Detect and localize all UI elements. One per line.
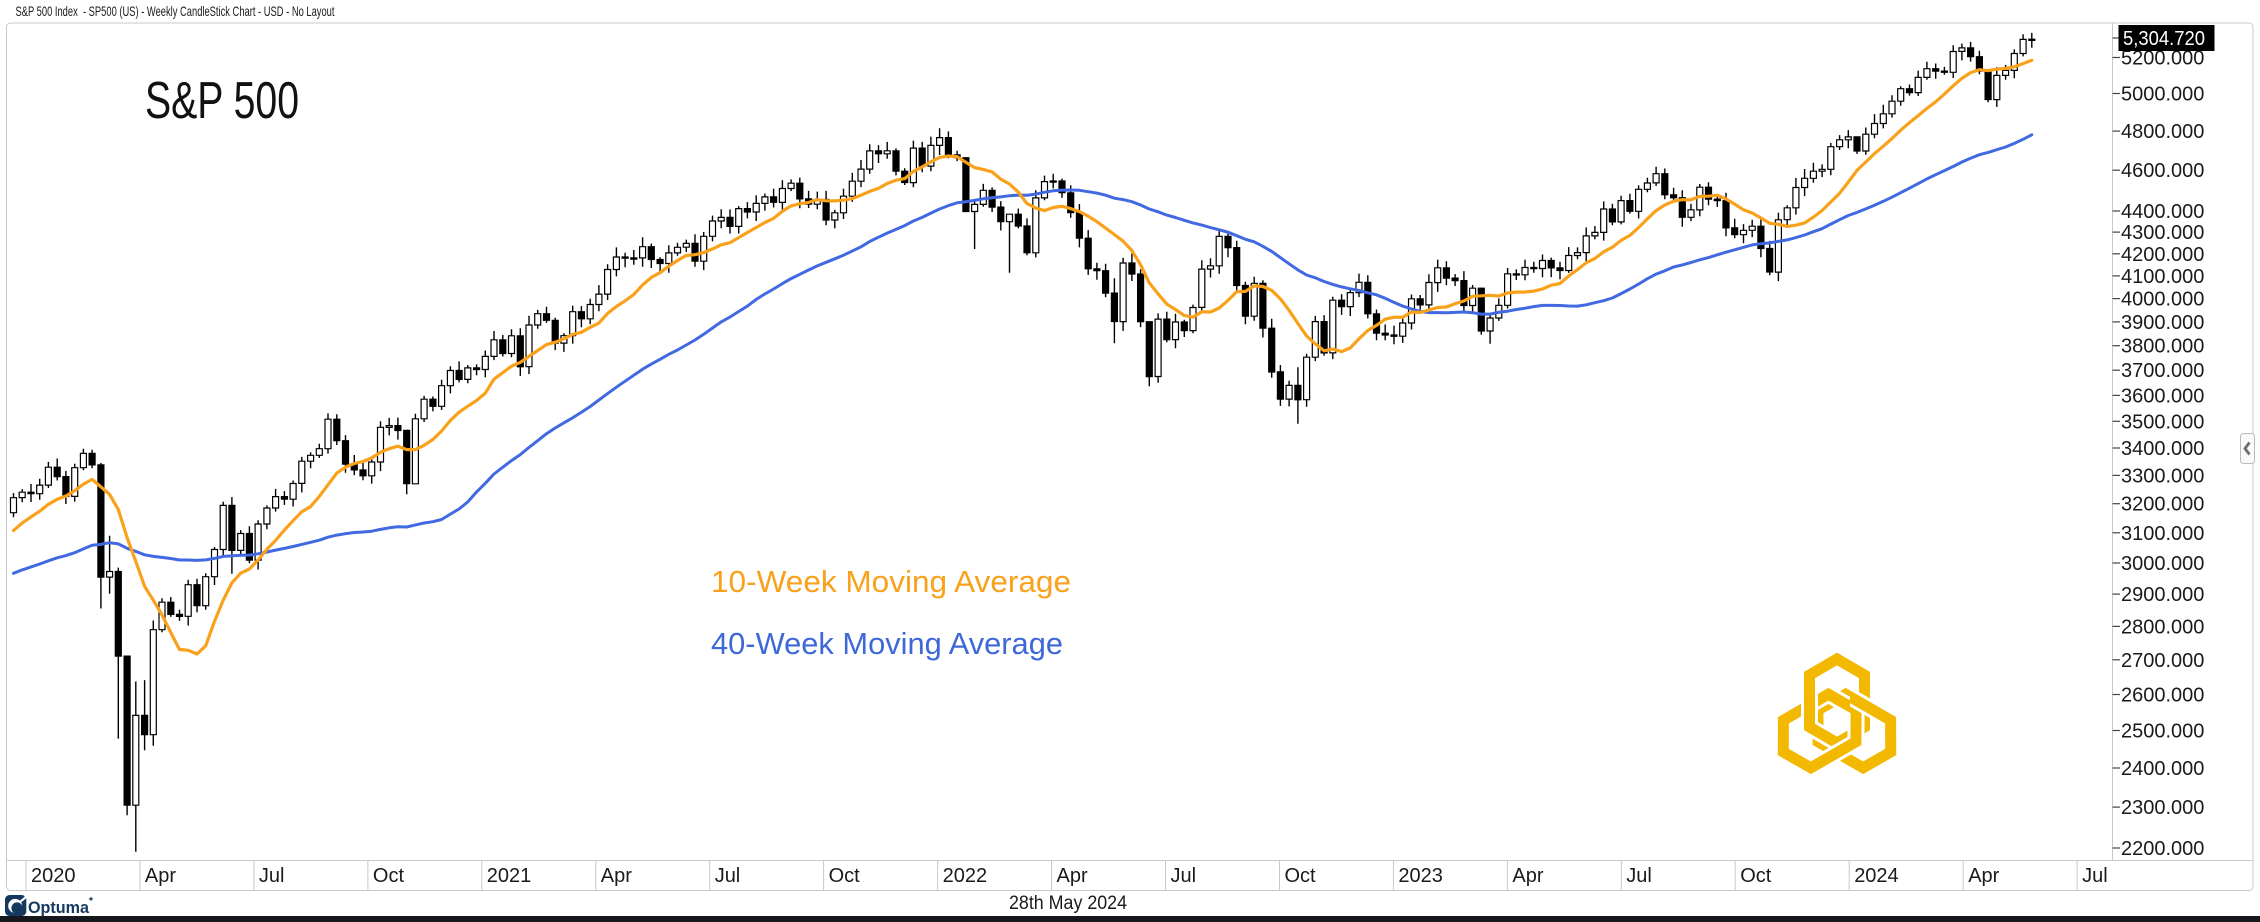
svg-text:2500.000: 2500.000 xyxy=(2121,721,2204,743)
svg-text:4200.000: 4200.000 xyxy=(2121,244,2204,266)
svg-text:3400.000: 3400.000 xyxy=(2121,438,2204,460)
svg-text:3300.000: 3300.000 xyxy=(2121,465,2204,487)
svg-text:28th May 2024: 28th May 2024 xyxy=(1009,893,1127,914)
svg-text:2022: 2022 xyxy=(943,865,988,887)
svg-text:5000.000: 5000.000 xyxy=(2121,84,2204,106)
svg-text:3500.000: 3500.000 xyxy=(2121,411,2204,433)
svg-text:4000.000: 4000.000 xyxy=(2121,289,2204,311)
svg-text:2700.000: 2700.000 xyxy=(2121,650,2204,672)
svg-text:4400.000: 4400.000 xyxy=(2121,201,2204,223)
svg-text:Jul: Jul xyxy=(2082,865,2108,887)
svg-text:4300.000: 4300.000 xyxy=(2121,222,2204,244)
svg-text:5,304.720: 5,304.720 xyxy=(2123,28,2205,50)
svg-text:2600.000: 2600.000 xyxy=(2121,685,2204,707)
svg-text:Oct: Oct xyxy=(373,865,405,887)
svg-text:3800.000: 3800.000 xyxy=(2121,336,2204,358)
svg-text:Oct: Oct xyxy=(829,865,861,887)
svg-text:2200.000: 2200.000 xyxy=(2121,838,2204,860)
svg-text:3000.000: 3000.000 xyxy=(2121,553,2204,575)
svg-text:4100.000: 4100.000 xyxy=(2121,266,2204,288)
svg-text:Jul: Jul xyxy=(1626,865,1652,887)
svg-text:3600.000: 3600.000 xyxy=(2121,385,2204,407)
svg-text:Apr: Apr xyxy=(601,865,632,887)
svg-text:3900.000: 3900.000 xyxy=(2121,312,2204,334)
svg-text:Optuma: Optuma xyxy=(28,899,90,917)
svg-text:2300.000: 2300.000 xyxy=(2121,797,2204,819)
svg-text:4600.000: 4600.000 xyxy=(2121,160,2204,182)
svg-text:Apr: Apr xyxy=(145,865,176,887)
svg-text:2800.000: 2800.000 xyxy=(2121,616,2204,638)
svg-text:Jul: Jul xyxy=(715,865,741,887)
svg-text:Apr: Apr xyxy=(1968,865,1999,887)
svg-text:4800.000: 4800.000 xyxy=(2121,121,2204,143)
svg-text:2020: 2020 xyxy=(31,865,76,887)
svg-text:2021: 2021 xyxy=(487,865,532,887)
svg-text:3200.000: 3200.000 xyxy=(2121,494,2204,516)
svg-text:S&P 500: S&P 500 xyxy=(145,72,299,130)
svg-text:Jul: Jul xyxy=(259,865,285,887)
svg-text:2900.000: 2900.000 xyxy=(2121,584,2204,606)
svg-text:10-Week Moving Average: 10-Week Moving Average xyxy=(711,564,1071,599)
svg-text:3700.000: 3700.000 xyxy=(2121,360,2204,382)
svg-text:Apr: Apr xyxy=(1057,865,1088,887)
svg-text:S&P 500 Index - SP500 (US) -: S&P 500 Index - SP500 (US) - Weekly Cand… xyxy=(16,3,335,19)
svg-text:Jul: Jul xyxy=(1171,865,1197,887)
svg-text:3100.000: 3100.000 xyxy=(2121,523,2204,545)
svg-text:40-Week Moving Average: 40-Week Moving Average xyxy=(711,626,1063,661)
svg-text:2024: 2024 xyxy=(1854,865,1899,887)
svg-text:2023: 2023 xyxy=(1398,865,1443,887)
svg-text:Apr: Apr xyxy=(1512,865,1543,887)
svg-text:Oct: Oct xyxy=(1285,865,1317,887)
svg-text:2400.000: 2400.000 xyxy=(2121,758,2204,780)
svg-text:5200.000: 5200.000 xyxy=(2121,48,2204,70)
svg-text:Oct: Oct xyxy=(1740,865,1772,887)
